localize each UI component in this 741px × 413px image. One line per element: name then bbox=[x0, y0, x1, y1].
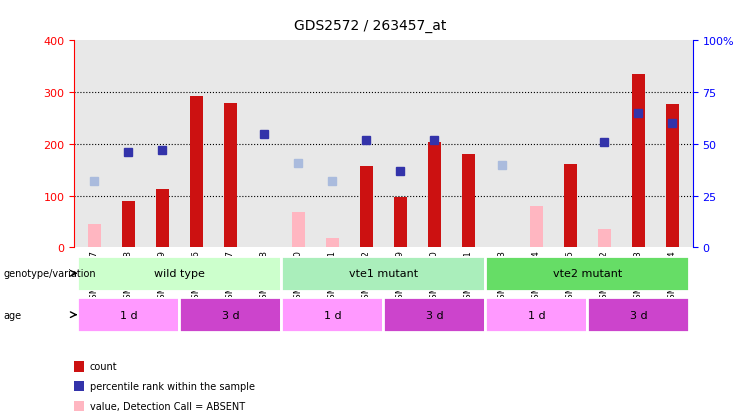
Bar bbox=[665, 104, 679, 248]
Bar bbox=[179, 297, 282, 332]
Text: 3 d: 3 d bbox=[222, 310, 239, 320]
Text: GDS2572 / 263457_at: GDS2572 / 263457_at bbox=[294, 19, 447, 33]
Text: 1 d: 1 d bbox=[528, 310, 545, 320]
Bar bbox=[564, 164, 577, 248]
Text: 1 d: 1 d bbox=[120, 310, 137, 320]
Bar bbox=[87, 224, 102, 248]
Bar bbox=[224, 103, 237, 248]
Bar bbox=[122, 201, 136, 248]
Text: 3 d: 3 d bbox=[630, 310, 647, 320]
Bar bbox=[292, 213, 305, 248]
Bar bbox=[485, 297, 588, 332]
Text: 3 d: 3 d bbox=[425, 310, 443, 320]
Bar bbox=[428, 143, 441, 248]
Bar bbox=[282, 256, 485, 291]
Text: vte2 mutant: vte2 mutant bbox=[553, 268, 622, 279]
Bar bbox=[384, 297, 485, 332]
Bar bbox=[462, 154, 475, 248]
Bar bbox=[631, 75, 645, 248]
Bar bbox=[78, 297, 179, 332]
Text: vte1 mutant: vte1 mutant bbox=[349, 268, 418, 279]
Bar bbox=[190, 97, 203, 248]
Bar bbox=[78, 256, 282, 291]
Bar bbox=[359, 166, 373, 248]
Text: percentile rank within the sample: percentile rank within the sample bbox=[90, 381, 255, 392]
Bar bbox=[393, 197, 408, 248]
Text: 1 d: 1 d bbox=[324, 310, 342, 320]
Text: count: count bbox=[90, 361, 117, 372]
Text: genotype/variation: genotype/variation bbox=[4, 269, 96, 279]
Bar bbox=[156, 190, 169, 248]
Text: age: age bbox=[4, 310, 21, 320]
Text: wild type: wild type bbox=[154, 268, 205, 279]
Bar bbox=[326, 238, 339, 248]
Bar bbox=[598, 230, 611, 248]
Bar bbox=[530, 206, 543, 248]
Bar bbox=[588, 297, 689, 332]
Bar bbox=[485, 256, 689, 291]
Text: value, Detection Call = ABSENT: value, Detection Call = ABSENT bbox=[90, 401, 245, 411]
Bar bbox=[282, 297, 384, 332]
